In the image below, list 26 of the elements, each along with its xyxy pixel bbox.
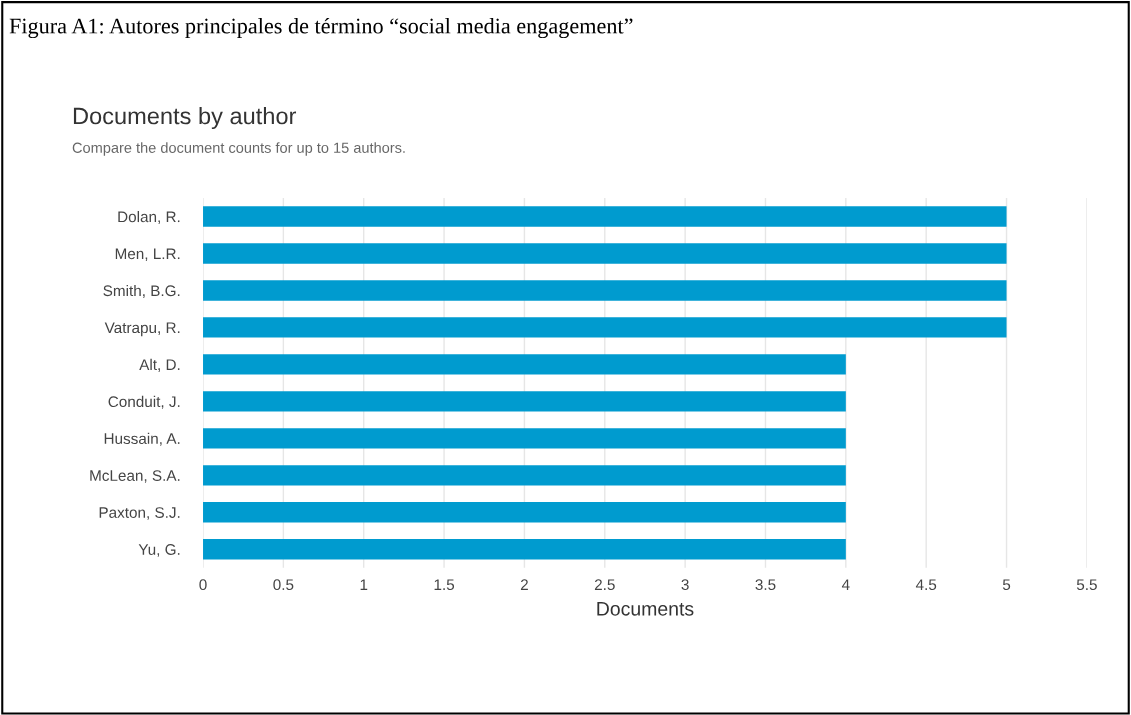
x-tick-label: 0 xyxy=(199,579,207,591)
chart-title: Documents by author xyxy=(73,107,297,130)
text: Figura A1: Autores principales de término “social media engagement” xyxy=(9,17,633,39)
x-tick-label: 1 xyxy=(360,579,368,590)
chart-subtitle: Compare the document counts for up to 15 authors. xyxy=(72,142,405,156)
y-tick-label: Alt, D. xyxy=(139,358,180,372)
x-tick-label: 1.5 xyxy=(434,579,455,591)
y-tick-label: Yu, G. xyxy=(138,544,180,557)
x-tick-label: 2 xyxy=(520,579,528,590)
y-tick-label: Men, L.R. xyxy=(115,248,180,261)
y-tick-label: McLean, S.A. xyxy=(90,470,180,483)
x-tick-label: 4.5 xyxy=(915,579,937,591)
y-tick-label: Paxton, S.J. xyxy=(99,507,180,520)
x-tick-label: 5.5 xyxy=(1076,579,1097,591)
x-tick-label: 5 xyxy=(1002,579,1011,591)
x-tick-label: 0.5 xyxy=(273,579,294,591)
x-tick-label: 4 xyxy=(841,579,850,590)
y-tick-label: Dolan, R. xyxy=(118,211,180,225)
x-tick-label: 2.5 xyxy=(594,579,615,591)
y-tick-label: Vatrapu, R. xyxy=(104,322,180,337)
x-tick-label: 3 xyxy=(681,579,689,591)
x-axis-title: Documents xyxy=(597,602,694,616)
y-tick-label: Conduit, J. xyxy=(108,395,180,409)
x-tick-label: 3.5 xyxy=(755,579,776,591)
y-tick-label: Hussain, A. xyxy=(104,432,180,446)
y-tick-label: Smith, B.G. xyxy=(103,284,180,298)
